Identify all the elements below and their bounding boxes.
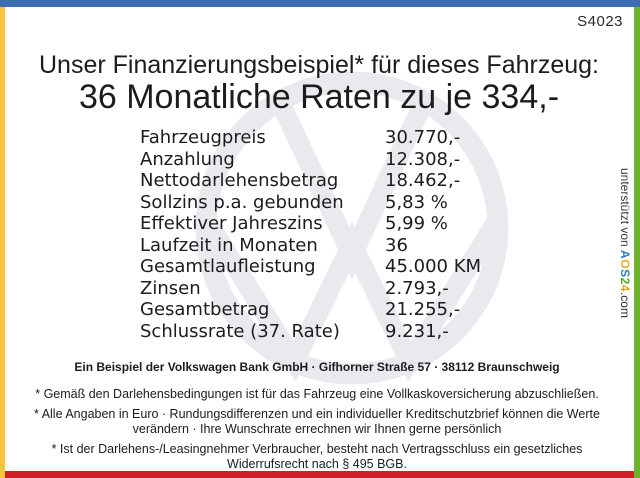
row-label: Anzahlung — [140, 148, 235, 170]
top-stripe — [0, 0, 640, 7]
disclaimer-line: * Alle Angaben in Euro · Rundungsdiffere… — [34, 406, 600, 437]
table-row: Nettodarlehensbetrag 18.462,- — [140, 170, 481, 192]
logo-letter: 2 — [618, 277, 632, 285]
logo-letter: A — [618, 250, 632, 260]
row-value: 9.231,- — [385, 320, 449, 342]
page-title: Unser Finanzierungsbeispiel* für dieses … — [38, 51, 599, 79]
row-value: 2.793,- — [385, 277, 449, 299]
row-label: Gesamtbetrag — [140, 299, 270, 320]
row-value: 21.255,- — [385, 299, 461, 320]
row-label: Laufzeit in Monaten — [140, 234, 318, 256]
right-stripe — [634, 7, 640, 478]
disclaimer-block: * Gemäß den Darlehensbedingungen ist für… — [32, 387, 602, 473]
left-stripe — [0, 7, 5, 478]
bottom-stripe — [5, 471, 634, 478]
row-value: 12.308,- — [385, 148, 461, 170]
station-id: S4023 — [577, 13, 623, 30]
row-value: 5,99 % — [385, 213, 448, 234]
row-value: 36 — [385, 234, 408, 256]
logo-letter: S — [618, 269, 632, 278]
support-credit: unterstützt von AOS24.com — [618, 168, 632, 318]
row-label: Fahrzeugpreis — [140, 127, 266, 148]
table-row: Sollzins p.a. gebunden 5,83 % — [140, 192, 481, 214]
row-label: Gesamtlaufleistung — [140, 256, 316, 277]
aos24-logo: AOS24 — [618, 250, 632, 292]
row-label: Schlussrate (37. Rate) — [140, 320, 340, 342]
logo-letter: O — [618, 259, 632, 270]
table-row: Laufzeit in Monaten 36 — [140, 235, 481, 257]
row-label: Sollzins p.a. gebunden — [140, 191, 344, 213]
support-suffix: .com — [618, 291, 632, 318]
table-row: Gesamtbetrag 21.255,- — [140, 299, 481, 321]
table-row: Schlussrate (37. Rate) 9.231,- — [140, 321, 481, 343]
bank-address-line: Ein Beispiel der Volkswagen Bank GmbH · … — [74, 360, 560, 374]
vw-logo-icon — [195, 71, 509, 385]
table-row: Anzahlung 12.308,- — [140, 149, 481, 171]
row-value: 30.770,- — [385, 127, 461, 148]
table-row: Fahrzeugpreis 30.770,- — [140, 127, 481, 149]
finance-table: Fahrzeugpreis 30.770,- Anzahlung 12.308,- Ne… — [140, 127, 481, 342]
table-row: Gesamtlaufleistung 45.000 KM — [140, 256, 481, 278]
support-prefix: unterstützt von — [618, 168, 632, 251]
logo-letter: 4 — [618, 284, 632, 292]
row-label: Nettodarlehensbetrag — [140, 170, 339, 191]
row-label: Zinsen — [140, 277, 201, 299]
row-value: 18.462,- — [385, 170, 461, 191]
table-row: Zinsen 2.793,- — [140, 278, 481, 300]
row-value: 5,83 % — [385, 191, 448, 213]
disclaimer-line: * Gemäß den Darlehensbedingungen ist für… — [35, 387, 599, 401]
row-label: Effektiver Jahreszins — [140, 213, 323, 234]
table-row: Effektiver Jahreszins 5,99 % — [140, 213, 481, 235]
page-subtitle: 36 Monatliche Raten zu je 334,- — [78, 78, 560, 116]
disclaimer-line: * Ist der Darlehens-/Leasingnehmer Verbr… — [51, 441, 583, 472]
row-value: 45.000 KM — [385, 256, 482, 277]
